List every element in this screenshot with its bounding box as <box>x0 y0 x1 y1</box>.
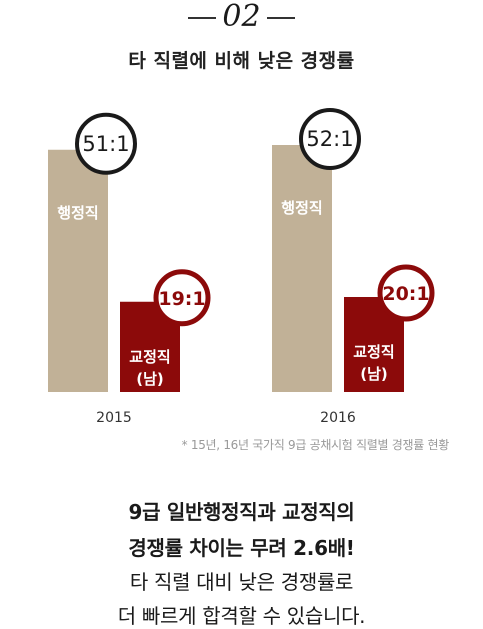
ratio-label: 19:1 <box>158 288 205 310</box>
section-number: 02 <box>0 0 483 34</box>
ratio-ring <box>75 112 137 175</box>
ratio-ring <box>377 264 435 322</box>
bar-inner-label: 행정직 <box>281 199 322 217</box>
body-line-2: 경쟁률 차이는 무려 2.6배! <box>128 536 355 560</box>
ratio-label: 52:1 <box>306 127 353 151</box>
section-number-text: 02 <box>222 0 261 34</box>
bar-chart: 행정직 51:1 교정직 (남) 19:1 2015 행정직 52:1 교정직 (남) 20:1 20… <box>48 108 435 426</box>
body-line-4: 더 빠르게 합격할 수 있습니다. <box>117 604 366 628</box>
year-label: 2015 <box>96 410 132 426</box>
body-line-3: 타 직렬 대비 낮은 경쟁률로 <box>129 570 354 594</box>
ratio-label: 51:1 <box>82 132 129 156</box>
footnote: * 15년, 16년 국가직 9급 공채시험 직렬별 경쟁률 현황 <box>181 438 450 452</box>
ratio-ring <box>153 269 211 327</box>
bar-inner-label: (남) <box>360 365 388 383</box>
bar-admin-2016 <box>272 145 332 392</box>
bar-inner-label: (남) <box>136 370 164 388</box>
dash-left <box>188 17 217 19</box>
year-label: 2016 <box>320 410 356 426</box>
bar-admin-2015 <box>48 149 108 392</box>
dash-right <box>266 17 295 19</box>
bar-inner-label: 교정직 <box>353 343 394 361</box>
bar-inner-label: 행정직 <box>57 204 98 222</box>
body-line-1: 9급 일반행정직과 교정직의 <box>128 500 355 524</box>
ratio-label: 20:1 <box>382 283 429 305</box>
bar-inner-label: 교정직 <box>129 348 170 366</box>
ratio-ring <box>299 108 361 170</box>
subtitle: 타 직렬에 비해 낮은 경쟁률 <box>128 50 355 72</box>
